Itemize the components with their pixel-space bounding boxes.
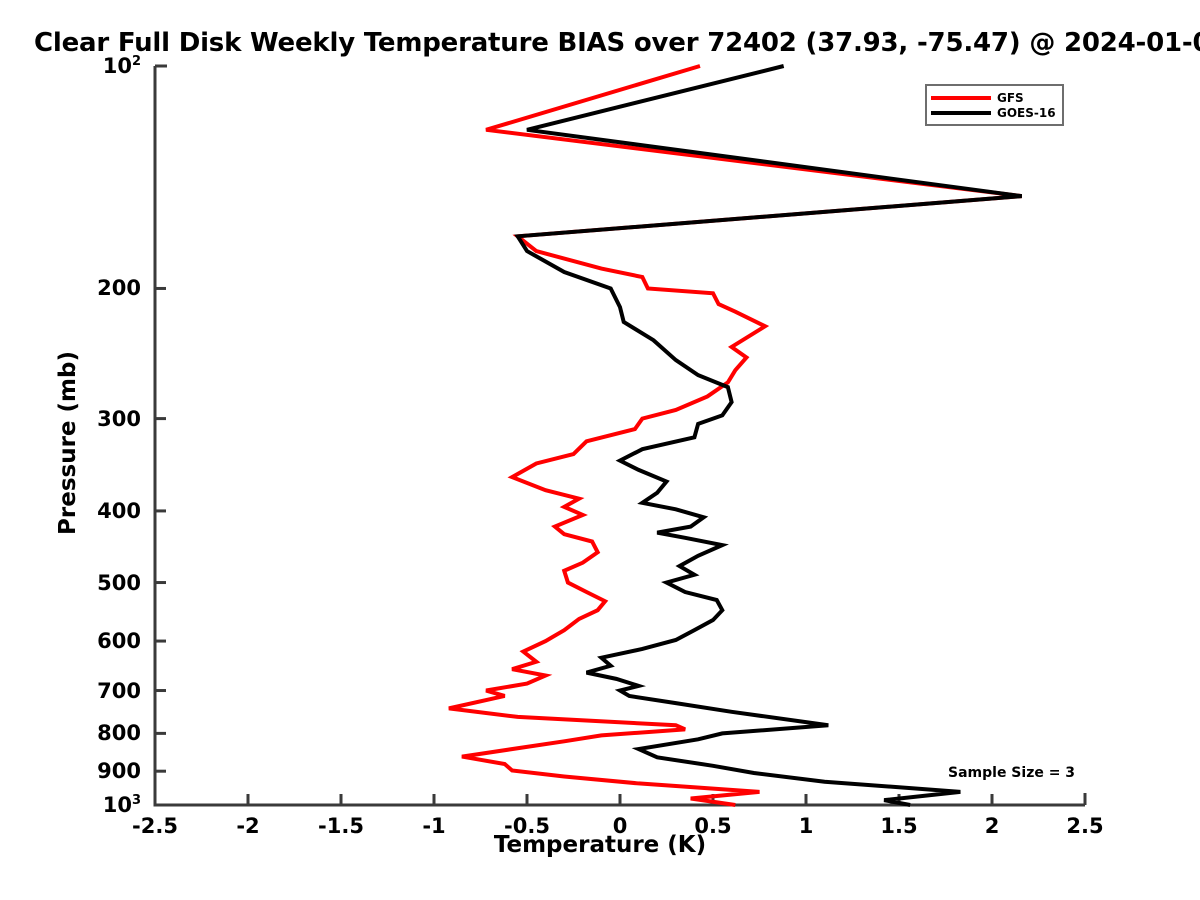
legend-entry-goes-16: GOES-16 <box>931 105 1056 120</box>
x-tick-label: -2 <box>236 814 260 838</box>
x-tick-label: 1.5 <box>880 814 918 838</box>
y-tick-label: 103 <box>102 793 141 817</box>
x-tick-label: 2 <box>984 814 1000 838</box>
legend-label: GFS <box>997 90 1024 105</box>
y-tick-label: 600 <box>97 629 141 654</box>
legend-swatch-icon <box>931 110 991 115</box>
chart-legend: GFS GOES-16 <box>925 84 1064 126</box>
chart-title: Clear Full Disk Weekly Temperature BIAS … <box>34 28 1200 58</box>
sample-size-annotation: Sample Size = 3 <box>948 764 1076 781</box>
x-tick-label: -2.5 <box>132 814 178 838</box>
y-tick-label: 800 <box>97 721 141 746</box>
legend-swatch-icon <box>931 95 991 100</box>
x-tick-label: 0.5 <box>694 814 732 838</box>
y-tick-label: 300 <box>97 406 141 431</box>
x-tick-label: -0.5 <box>504 814 550 838</box>
axis-ticks <box>153 64 1087 807</box>
x-tick-label: 0 <box>612 814 628 838</box>
x-tick-label: 2.5 <box>1066 814 1104 838</box>
x-tick-label: -1 <box>422 814 446 838</box>
x-axis-label: Temperature (K) <box>493 832 707 858</box>
y-tick-label: 102 <box>102 54 141 78</box>
legend-label: GOES-16 <box>997 105 1056 120</box>
series-line-goes-16 <box>514 64 1023 807</box>
axis-frame <box>153 64 1087 807</box>
y-tick-label: 500 <box>97 570 141 595</box>
legend-entry-gfs: GFS <box>931 90 1056 105</box>
y-tick-label: 900 <box>97 759 141 784</box>
y-tick-label: 400 <box>97 498 141 523</box>
series-line-gfs <box>448 64 1023 807</box>
data-series-group <box>448 64 1023 807</box>
x-tick-label: -1.5 <box>318 814 364 838</box>
y-tick-label: 700 <box>97 678 141 703</box>
x-tick-label: 1 <box>798 814 814 838</box>
y-tick-label: 200 <box>97 276 141 301</box>
